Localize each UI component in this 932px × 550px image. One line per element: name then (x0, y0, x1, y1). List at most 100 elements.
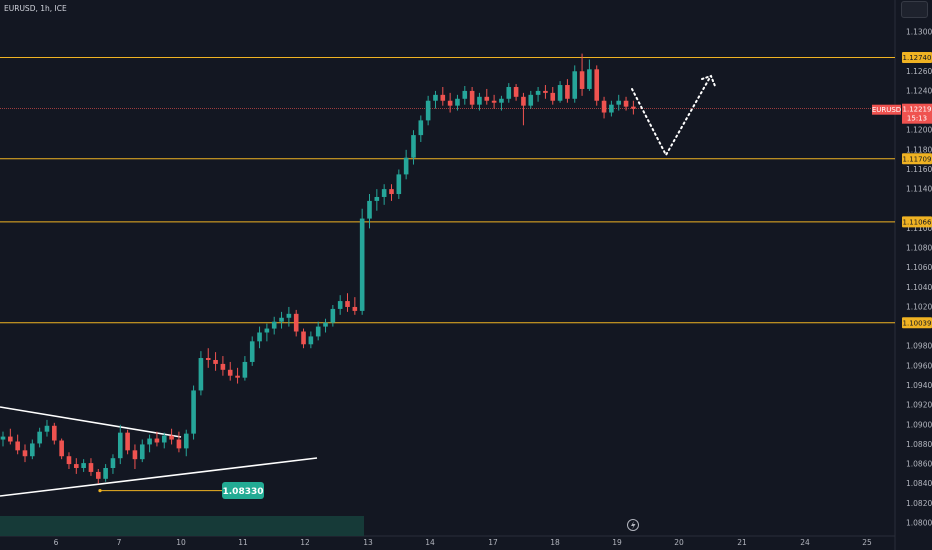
price-tick-label: 1.09400 (906, 381, 932, 390)
axis-settings-button[interactable] (901, 1, 928, 18)
time-tick-label: 20 (674, 538, 684, 547)
candle-body (579, 71, 585, 89)
time-tick-label: 18 (550, 538, 560, 547)
candle-body (315, 326, 321, 337)
last-price-value: 1.12219 (903, 106, 932, 114)
candle-body (543, 90, 548, 93)
trendline-drawings[interactable] (0, 74, 716, 497)
triangle-upper-line[interactable] (0, 406, 182, 438)
candle-body (176, 439, 182, 449)
symbol-tag-label: EURUSD (872, 106, 901, 114)
candle-body (528, 94, 534, 106)
annotation-badge[interactable]: 1.08330 (222, 482, 264, 499)
price-tick-label: 1.12600 (906, 67, 932, 76)
price-tick-label: 1.08400 (906, 479, 932, 488)
candle-body (74, 464, 79, 469)
price-tick-label: 1.08600 (906, 460, 932, 469)
time-tick-label: 25 (862, 538, 872, 547)
candle-body (110, 458, 116, 469)
candle-body (616, 100, 622, 105)
candle-body (161, 435, 167, 443)
candle-body (513, 86, 519, 97)
price-tick-label: 1.09000 (906, 420, 932, 429)
time-tick-label: 7 (117, 538, 122, 547)
lightning-icon[interactable] (627, 519, 639, 531)
last-price-tag (902, 103, 932, 124)
price-tick-label: 1.11000 (906, 224, 932, 233)
candle-body (8, 436, 13, 442)
candle-body (359, 218, 365, 311)
annotation-badge-label: 1.08330 (223, 487, 264, 497)
time-tick-label: 10 (176, 538, 186, 547)
time-tick-label: 19 (612, 538, 622, 547)
candle-body (271, 321, 277, 329)
candle-body (418, 120, 424, 136)
candle-body (264, 328, 270, 333)
candle-body (257, 332, 262, 342)
candle-body (477, 96, 482, 105)
time-tick-label: 24 (800, 538, 810, 547)
candle-body (22, 450, 28, 457)
price-ticks: 1.13000 1.12600 1.12400 1.12000 1.11800 1.116… (906, 28, 932, 528)
candle-body (95, 471, 101, 479)
candle-body (455, 98, 460, 106)
symbol-title[interactable]: EURUSD, 1h, ICE (4, 4, 67, 13)
price-tick-label: 1.13000 (906, 28, 932, 37)
candle-body (396, 174, 402, 195)
triangle-lower-line[interactable] (0, 457, 318, 497)
candle-body (374, 196, 380, 201)
time-ticks: 6 7 10 11 12 13 14 17 18 19 20 21 24 25 (54, 538, 872, 547)
candle-body (550, 92, 556, 101)
candle-body (213, 359, 218, 364)
candle-body (81, 463, 86, 469)
candle-body (469, 90, 475, 105)
candle-body (389, 189, 394, 195)
candle-body (345, 301, 350, 307)
candle-body (169, 435, 174, 440)
candle-body (499, 98, 504, 103)
candle-body (447, 100, 453, 106)
price-tick-label: 1.08200 (906, 499, 932, 508)
level-tag-label: 1.10039 (903, 319, 932, 327)
candle-body (609, 104, 614, 113)
candle-body (147, 438, 152, 445)
candle-body (403, 157, 409, 175)
price-tick-label: 1.11600 (906, 165, 932, 174)
time-tick-label: 11 (238, 538, 248, 547)
candle-body (242, 361, 248, 378)
candle-body (601, 100, 607, 113)
projection-path[interactable] (631, 78, 710, 158)
candle-body (183, 433, 189, 449)
candle-body (139, 444, 145, 460)
candle-body (52, 425, 57, 441)
candle-body (425, 100, 431, 121)
annotation-point (98, 488, 102, 493)
price-tick-label: 1.10600 (906, 263, 932, 272)
candle-body (249, 341, 255, 362)
candle-body (440, 94, 446, 101)
candle-body (30, 443, 35, 457)
time-tick-label: 13 (363, 538, 373, 547)
candle-body (367, 200, 372, 219)
level-tag (902, 52, 932, 64)
level-tag (902, 216, 932, 228)
time-tick-label: 14 (425, 538, 435, 547)
candle-body (462, 90, 468, 99)
candle-body (279, 317, 284, 322)
candle-body (15, 441, 20, 451)
candle-body (117, 432, 123, 459)
candle-body (220, 363, 226, 370)
annotation-badge-box (222, 482, 264, 499)
price-tick-label: 1.09800 (906, 342, 932, 351)
candle-body (66, 456, 72, 465)
price-tick-label: 1.11400 (906, 185, 932, 194)
candle-body (572, 71, 578, 99)
candle-body (191, 390, 196, 434)
level-tag-label: 1.11709 (903, 155, 932, 163)
candle-body (205, 358, 211, 360)
candle-body (506, 86, 512, 99)
candle-body (557, 85, 563, 101)
